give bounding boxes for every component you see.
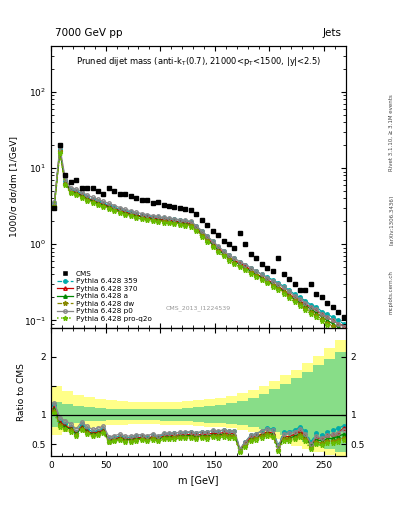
Text: [arXiv:1306.3436]: [arXiv:1306.3436] (389, 195, 393, 245)
Text: mcplots.cern.ch: mcplots.cern.ch (389, 270, 393, 314)
Y-axis label: 1000/σ dσ/dm [1/GeV]: 1000/σ dσ/dm [1/GeV] (9, 136, 18, 238)
Text: Rivet 3.1.10, ≥ 3.1M events: Rivet 3.1.10, ≥ 3.1M events (389, 95, 393, 172)
Text: Jets: Jets (323, 28, 342, 38)
Legend: CMS, Pythia 6.428 359, Pythia 6.428 370, Pythia 6.428 a, Pythia 6.428 dw, Pythia: CMS, Pythia 6.428 359, Pythia 6.428 370,… (55, 269, 154, 324)
X-axis label: m [GeV]: m [GeV] (178, 475, 219, 485)
Y-axis label: Ratio to CMS: Ratio to CMS (17, 362, 26, 421)
Text: 7000 GeV pp: 7000 GeV pp (55, 28, 123, 38)
Text: CMS_2013_I1224539: CMS_2013_I1224539 (166, 305, 231, 311)
Text: Pruned dijet mass (anti-k$_\mathrm{T}$(0.7), 21000<p$_\mathrm{T}$<1500, |y|<2.5): Pruned dijet mass (anti-k$_\mathrm{T}$(0… (76, 55, 321, 68)
